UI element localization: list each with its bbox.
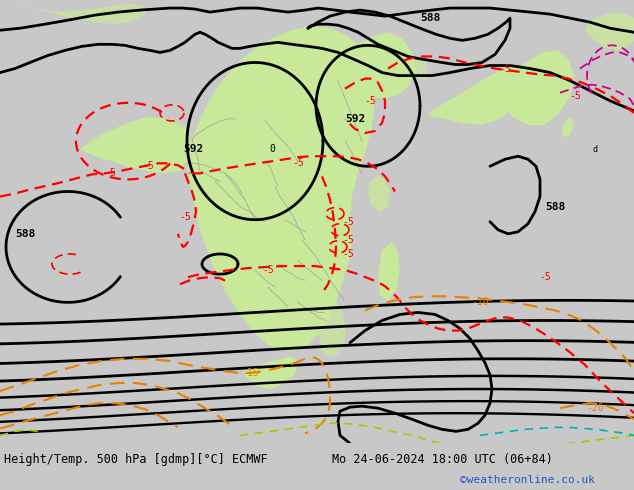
Text: -5: -5: [179, 212, 191, 221]
Polygon shape: [428, 67, 528, 125]
Text: 592: 592: [345, 114, 365, 124]
Polygon shape: [80, 117, 192, 149]
Polygon shape: [562, 117, 574, 137]
Polygon shape: [368, 175, 390, 212]
Text: 588: 588: [545, 201, 565, 212]
Polygon shape: [318, 296, 346, 358]
Text: -5: -5: [499, 64, 511, 74]
Text: -10: -10: [471, 297, 489, 307]
Text: -5: -5: [142, 161, 154, 172]
Text: Mo 24-06-2024 18:00 UTC (06+84): Mo 24-06-2024 18:00 UTC (06+84): [332, 453, 553, 466]
Text: 588: 588: [15, 229, 35, 239]
Polygon shape: [585, 12, 634, 50]
Polygon shape: [80, 117, 190, 173]
Polygon shape: [358, 32, 416, 99]
Text: d: d: [593, 145, 597, 154]
Text: -5: -5: [342, 249, 354, 259]
Text: -5: -5: [539, 272, 551, 282]
Text: -5: -5: [364, 96, 376, 106]
Polygon shape: [0, 0, 148, 24]
Text: 592: 592: [183, 144, 203, 154]
Text: -5: -5: [342, 217, 354, 227]
Text: 588: 588: [420, 13, 440, 23]
Text: -5: -5: [292, 158, 304, 168]
Text: Height/Temp. 500 hPa [gdmp][°C] ECMWF: Height/Temp. 500 hPa [gdmp][°C] ECMWF: [4, 453, 268, 466]
Polygon shape: [186, 26, 375, 351]
Text: 0: 0: [269, 144, 275, 154]
Polygon shape: [505, 50, 574, 125]
Polygon shape: [378, 242, 400, 300]
Text: -5: -5: [262, 265, 274, 275]
Text: -5: -5: [569, 91, 581, 101]
Text: -5: -5: [104, 169, 116, 178]
Polygon shape: [242, 357, 298, 389]
Text: -15: -15: [241, 368, 259, 378]
Text: -5: -5: [342, 235, 354, 245]
Text: ©weatheronline.co.uk: ©weatheronline.co.uk: [460, 475, 595, 485]
Polygon shape: [385, 56, 428, 81]
Text: -20: -20: [586, 403, 604, 413]
